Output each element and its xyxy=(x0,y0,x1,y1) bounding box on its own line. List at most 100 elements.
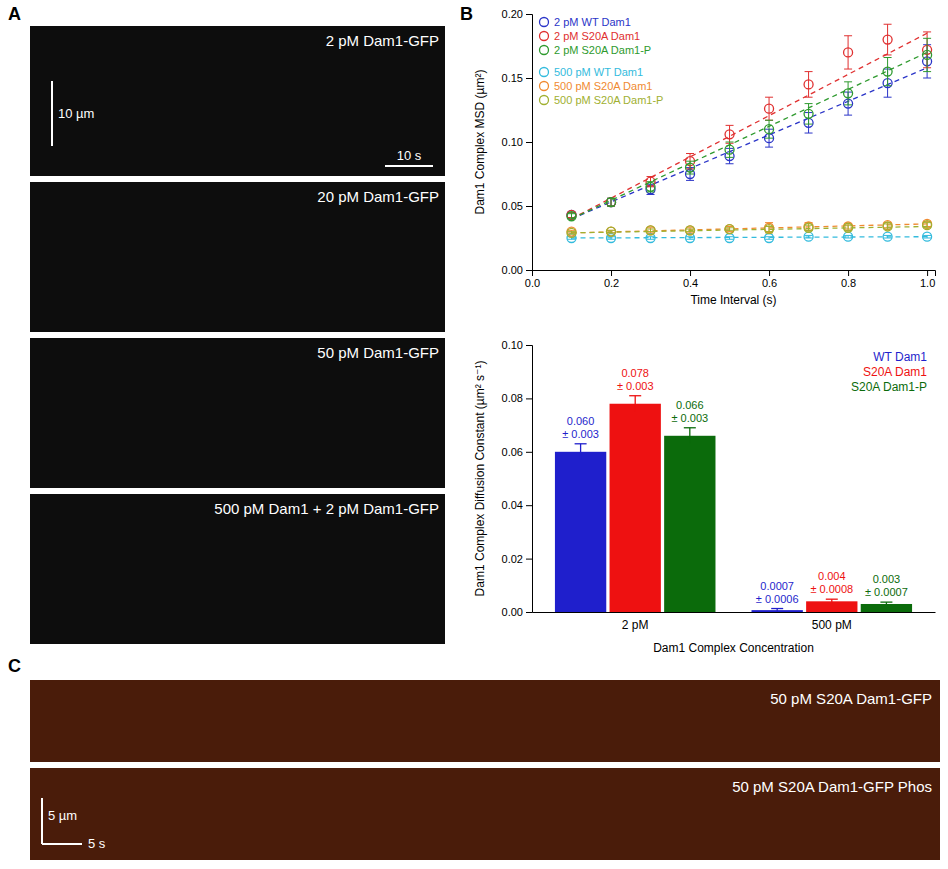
error-bar-cap xyxy=(844,69,852,70)
error-bar xyxy=(844,235,852,238)
error-bar-cap xyxy=(805,97,813,98)
tick: 0.20 xyxy=(502,8,532,20)
error-bar-cap xyxy=(686,229,694,230)
error-bar-cap xyxy=(844,238,852,239)
scale-bar xyxy=(385,165,433,167)
tick-mark xyxy=(769,270,770,276)
scale-bar xyxy=(42,843,82,845)
error-bar xyxy=(647,237,655,240)
error-bar-cap xyxy=(607,232,615,233)
kymograph xyxy=(30,338,445,488)
error-bar xyxy=(726,228,734,231)
axis-title: Dam1 Complex Concentration xyxy=(653,641,814,655)
error-bar-cap xyxy=(686,236,694,237)
bar xyxy=(664,436,715,612)
point xyxy=(725,234,734,243)
error-bar-cap xyxy=(686,180,694,181)
error-bar-cap xyxy=(826,599,838,600)
point xyxy=(725,130,734,139)
tick-label: 0.20 xyxy=(502,8,523,20)
error-bar-stem xyxy=(769,120,770,138)
error-bar xyxy=(765,120,773,138)
error-bar xyxy=(607,230,615,233)
point xyxy=(844,232,853,241)
error-bar-stem xyxy=(848,36,849,69)
error-bar-stem xyxy=(580,444,581,460)
error-bar-cap xyxy=(607,230,615,231)
legend-label: S20A Dam1 xyxy=(863,365,927,379)
tick-mark xyxy=(611,270,612,276)
error-bar xyxy=(805,235,813,238)
tick: 500 pM xyxy=(812,612,852,632)
panel-letter: C xyxy=(8,656,21,676)
tick-label: 500 pM xyxy=(812,618,852,632)
error-bar-stem xyxy=(729,125,730,143)
point xyxy=(725,225,734,234)
error-bar xyxy=(765,226,773,231)
point xyxy=(804,109,813,118)
legend-label: 500 pM S20A Dam1 xyxy=(554,80,652,92)
scale-bar xyxy=(41,798,43,844)
legend-label: S20A Dam1-P xyxy=(851,380,927,394)
plot-area xyxy=(567,24,932,242)
tick: 0.10 xyxy=(502,136,532,148)
point xyxy=(646,226,655,235)
error-bar xyxy=(805,104,813,124)
error-bar-cap xyxy=(771,608,783,609)
error-bar-stem xyxy=(887,224,888,229)
data-label: ± 0.0006 xyxy=(756,593,799,605)
tick: 0.2 xyxy=(604,270,619,289)
error-bar-cap xyxy=(647,239,655,240)
error-bar-cap xyxy=(805,133,813,134)
legend-marker xyxy=(540,32,549,41)
bar xyxy=(555,452,606,612)
point xyxy=(844,48,853,57)
tick: 0.00 xyxy=(502,264,532,276)
tick: 0.00 xyxy=(502,606,532,618)
error-bar-stem xyxy=(927,38,928,71)
error-bar-cap xyxy=(686,231,694,232)
point xyxy=(923,221,932,230)
axis-line xyxy=(526,15,533,271)
tick-label: 0.10 xyxy=(502,136,523,148)
scale-bar-label: 10 µm xyxy=(58,106,94,121)
error-bar-cap xyxy=(726,163,734,164)
point xyxy=(883,35,892,44)
error-bar-stem xyxy=(650,228,651,233)
error-bar-cap xyxy=(686,153,694,154)
error-bar-stem xyxy=(571,214,572,219)
kymograph-label: 50 pM S20A Dam1-GFP xyxy=(770,690,932,707)
legend: 2 pM WT Dam12 pM S20A Dam12 pM S20A Dam1… xyxy=(540,16,664,106)
error-bar-stem xyxy=(611,198,612,206)
error-bar-cap xyxy=(686,161,694,162)
point xyxy=(883,222,892,231)
tick-label: 0.2 xyxy=(604,277,619,289)
tick-mark xyxy=(526,398,532,399)
error-bar-stem xyxy=(650,182,651,192)
point xyxy=(725,225,734,234)
error-bar-stem xyxy=(848,82,849,105)
data-label: 0.060 xyxy=(567,415,595,427)
tick-label: 2 pM xyxy=(622,618,649,632)
error-bar-cap xyxy=(647,229,655,230)
axis: 0.000.020.040.060.080.10 xyxy=(502,339,533,618)
error-bar-cap xyxy=(765,120,773,121)
scale-bar xyxy=(51,81,53,146)
axis-title: Dam1 Complex MSD (µm²) xyxy=(473,70,487,215)
tick-mark xyxy=(526,78,532,79)
tick: 0.8 xyxy=(841,270,856,289)
point xyxy=(765,125,774,134)
data-label: 0.078 xyxy=(621,367,649,379)
error-bar xyxy=(923,223,931,228)
data-label: ± 0.0007 xyxy=(865,586,908,598)
error-bar-cap xyxy=(765,138,773,139)
tick-label: 0.4 xyxy=(683,277,698,289)
error-bar-stem xyxy=(887,24,888,55)
tick-mark xyxy=(526,559,532,560)
error-bar-cap xyxy=(765,147,773,148)
bar xyxy=(610,404,661,612)
kymograph-label: 50 pM Dam1-GFP xyxy=(317,344,439,361)
axis-title: Dam1 Complex Diffusion Constant (µm² s⁻¹… xyxy=(473,361,487,597)
tick-label: 0.15 xyxy=(502,72,523,84)
figure: ABC2 pM Dam1-GFP20 pM Dam1-GFP50 pM Dam1… xyxy=(0,0,948,869)
